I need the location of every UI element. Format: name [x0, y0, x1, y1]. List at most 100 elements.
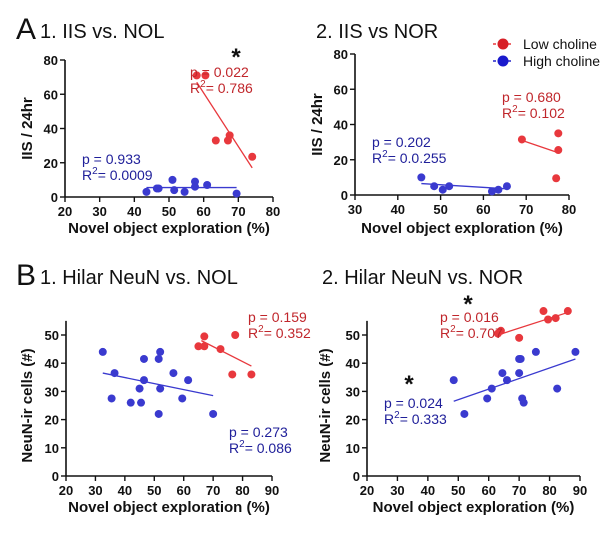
x-tick-label: 20 [59, 483, 73, 498]
x-axis-label: Novel object exploration (%) [68, 220, 270, 237]
y-tick-label: 20 [44, 156, 58, 171]
p-value-label: p = 0.202 [372, 134, 431, 150]
data-point [225, 131, 234, 140]
x-tick-label: 70 [231, 204, 245, 219]
x-tick-label: 30 [92, 204, 106, 219]
data-point [460, 409, 469, 418]
y-tick-label: 80 [44, 53, 58, 68]
data-point [154, 409, 163, 418]
x-tick-label: 80 [235, 483, 249, 498]
x-tick-label: 60 [196, 204, 210, 219]
y-tick-label: 20 [334, 153, 348, 168]
panel-letter-b: B [16, 259, 36, 292]
data-point [515, 369, 524, 378]
data-point [231, 331, 240, 339]
x-tick-label: 50 [433, 202, 447, 217]
legend-label-high: High choline [523, 53, 600, 69]
data-point [498, 369, 507, 378]
data-point [539, 307, 548, 316]
data-point [516, 354, 525, 363]
x-tick-label: 30 [348, 202, 362, 217]
data-point [194, 342, 203, 351]
data-point [203, 181, 212, 190]
x-tick-label: 90 [265, 483, 279, 498]
x-tick-label: 30 [88, 483, 102, 498]
data-point [110, 369, 119, 378]
data-point [248, 152, 257, 161]
y-tick-label: 20 [346, 413, 360, 428]
x-tick-label: 80 [266, 204, 280, 219]
legend: Low choline High choline [493, 36, 600, 69]
y-tick-label: 0 [52, 469, 59, 484]
x-tick-label: 70 [206, 483, 220, 498]
y-tick-label: 40 [334, 118, 348, 133]
chart-a2: 2. IIS vs NOR 30 40 50 60 70 80 0 20 40 60 80 Novel … [309, 21, 576, 237]
data-point [494, 185, 503, 194]
data-point [502, 376, 511, 385]
y-axis-label: IIS / 24hr [309, 93, 326, 156]
data-point [228, 370, 237, 379]
y-axis-label: IIS / 24hr [19, 97, 36, 160]
x-tick-label: 20 [58, 204, 72, 219]
data-point [247, 370, 256, 379]
data-point [180, 187, 189, 196]
data-point [156, 384, 165, 393]
data-point [137, 398, 146, 407]
data-point [515, 333, 524, 342]
y-tick-label: 20 [45, 413, 59, 428]
r-squared-label: R2= 0.0.255 [372, 149, 447, 166]
r-squared-label: R2= 0.352 [248, 324, 311, 341]
r-squared-label: R2= 0.707 [440, 324, 503, 341]
fit-line-low [521, 139, 559, 154]
p-value-label: p = 0.016 [440, 309, 499, 325]
y-tick-label: 0 [353, 469, 360, 484]
data-point [154, 184, 163, 193]
p-value-label: p = 0.273 [229, 424, 288, 440]
data-point [184, 376, 193, 385]
significance-star: * [231, 44, 241, 71]
p-value-label: p = 0.024 [384, 395, 443, 411]
y-axis-label: NeuN-ir cells (#) [317, 348, 334, 462]
y-tick-label: 0 [51, 190, 58, 205]
data-point [170, 186, 179, 195]
data-point [201, 71, 210, 80]
chart-b2: 2. Hilar NeuN vs. NOR 20 30 40 50 60 70 80 90 0 10… [317, 267, 587, 516]
y-tick-label: 50 [45, 328, 59, 343]
data-point [211, 136, 220, 145]
significance-star: * [463, 291, 473, 318]
x-axis-label: Novel object exploration (%) [361, 220, 563, 237]
y-tick-label: 10 [45, 441, 59, 456]
data-point [168, 175, 177, 184]
y-tick-label: 30 [45, 384, 59, 399]
fit-line-high [453, 358, 576, 402]
data-point [154, 354, 163, 363]
data-point [139, 354, 148, 363]
data-point [483, 394, 492, 403]
fit-line-high [102, 372, 214, 397]
x-tick-label: 80 [562, 202, 576, 217]
x-tick-label: 50 [451, 483, 465, 498]
significance-star: * [404, 371, 414, 398]
data-point [554, 146, 563, 155]
x-tick-label: 40 [391, 202, 405, 217]
data-point [449, 376, 458, 385]
data-point [445, 182, 454, 191]
data-point [178, 394, 187, 403]
chart-b1: 1. Hilar NeuN vs. NOL 20 30 40 50 60 70 80 90 0 10… [19, 267, 311, 516]
y-tick-label: 40 [346, 356, 360, 371]
data-point [191, 182, 199, 191]
data-point [571, 347, 580, 356]
legend-item-low: Low choline [493, 36, 597, 52]
r-squared-label: R2= 0.786 [190, 79, 253, 96]
x-axis-label: Novel object exploration (%) [68, 499, 270, 516]
data-point [552, 174, 561, 183]
data-point [544, 315, 553, 324]
data-point [519, 398, 528, 407]
data-point [200, 332, 209, 341]
x-axis-label: Novel object exploration (%) [373, 499, 575, 516]
